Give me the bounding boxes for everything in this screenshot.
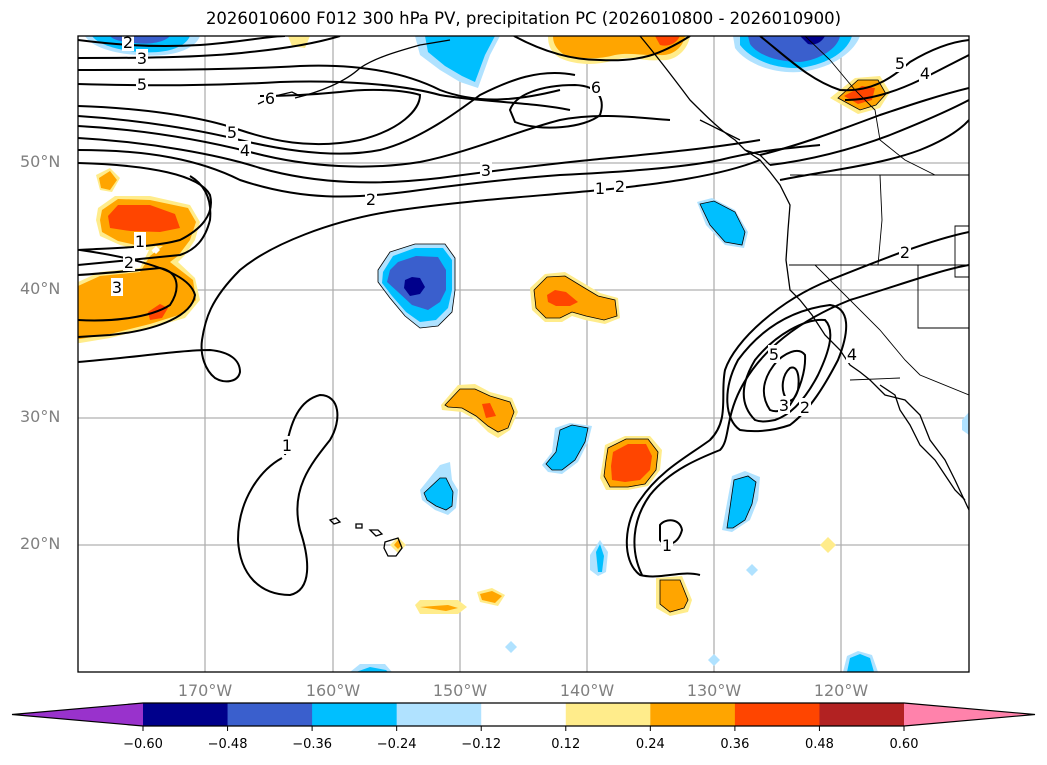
lat-label: 30°N [20,407,61,426]
contour-label-bg [614,177,626,195]
pv-contour-label: 2 [615,177,625,196]
lat-label: 20°N [20,534,61,553]
colorbar-tick-label: 0.60 [889,737,919,752]
colorbar-tick-label: −0.48 [207,737,248,752]
contour-label-bg [111,278,123,296]
pv-contour-label: 1 [282,436,292,455]
pv-contour-label: 5 [227,123,237,142]
colorbar-extend-low [12,703,143,726]
lat-label: 50°N [20,152,61,171]
colorbar-tick-label: −0.36 [292,737,333,752]
colorbar-bin [481,703,567,726]
precip-negative-region [962,412,969,435]
contour-label-bg [134,232,146,250]
contour-label-bg [590,78,602,96]
colorbar-bin [143,703,229,726]
lon-label: 160°W [305,681,361,700]
contour-label-bg [919,64,931,82]
colorbar-tick-label: 0.12 [551,737,581,752]
precip-negative-region [152,246,160,254]
pv-contour-label: 2 [800,398,810,417]
lon-label: 150°W [432,681,488,700]
colorbar-bin [819,703,905,726]
colorbar-bin [650,703,736,726]
contour-label-bg [281,436,293,454]
colorbar [11,702,1036,731]
contour-label-bg [778,396,790,414]
contour-label-bg [768,345,780,363]
pv-contour-label: 5 [137,75,147,94]
precip-negative-region [746,564,758,576]
pv-contours [78,36,969,597]
lon-label: 120°W [813,681,869,700]
contour-label-bg [226,123,238,141]
pv-contour-label: 1 [135,232,145,251]
pv-contour-label: 5 [895,54,905,73]
pv-contour-label: 6 [265,89,275,108]
plot-frame [77,35,970,673]
contour-label-bg [846,345,858,363]
pv-contour-label: 2 [124,253,134,272]
pv-contour-label: 4 [920,64,930,83]
colorbar-tick-label: −0.12 [461,737,502,752]
precip-positive-region [820,537,836,553]
pv-contour-label: 3 [481,161,491,180]
precip-negative-region [708,654,720,666]
colorbar-tick-label: −0.24 [376,737,417,752]
colorbar-bin [396,703,482,726]
colorbar-tick-label: 0.24 [635,737,665,752]
pv-contour-label: 5 [769,345,779,364]
contour-label-bg [365,190,377,208]
pv-contour-label: 4 [847,345,857,364]
pv-contour-label: 1 [662,536,672,555]
contour-label-bg [594,179,606,197]
precip-negative-region [505,641,517,653]
contour-label-bg [899,243,911,261]
political-borders [789,36,969,396]
contour-label-bg [661,536,673,554]
colorbar-bin [565,703,651,726]
contour-label-bg [123,253,135,271]
contour-label-bg [894,54,906,72]
pv-contour-label: 2 [366,190,376,209]
lon-label: 140°W [559,681,615,700]
pv-contour-label: 4 [240,141,250,160]
pv-contour-label: 3 [112,278,122,297]
precip-anomaly-shading [78,36,969,672]
colorbar-tick-label: 0.36 [720,737,750,752]
colorbar-tick-label: −0.60 [123,737,163,752]
lat-label: 40°N [20,279,61,298]
pv-contour-label: 3 [779,396,789,415]
pv-contour-label: 3 [137,49,147,68]
pv-contour-label: 2 [123,33,133,52]
colorbar-extend-high [904,703,1035,726]
colorbar-bin [312,703,398,726]
contour-label-bg [136,49,148,67]
contour-label-bg [799,398,811,416]
colorbar-bin [227,703,313,726]
contour-label-bg [122,36,134,51]
contour-label-bg [264,89,276,107]
precip-outlines [377,79,887,613]
pv-contour-label: 1 [595,179,605,198]
contour-label-bg [239,141,251,159]
colorbar-tick-label: 0.48 [804,737,834,752]
chart-title: 2026010600 F012 300 hPa PV, precipitatio… [205,9,842,28]
lon-label: 130°W [686,681,742,700]
contour-label-bg [136,75,148,93]
contour-label-bg [480,161,492,179]
pv-contour-label: 2 [900,243,910,262]
pv-contour-label: 6 [591,78,601,97]
lon-label: 170°W [177,681,233,700]
colorbar-bin [734,703,820,726]
